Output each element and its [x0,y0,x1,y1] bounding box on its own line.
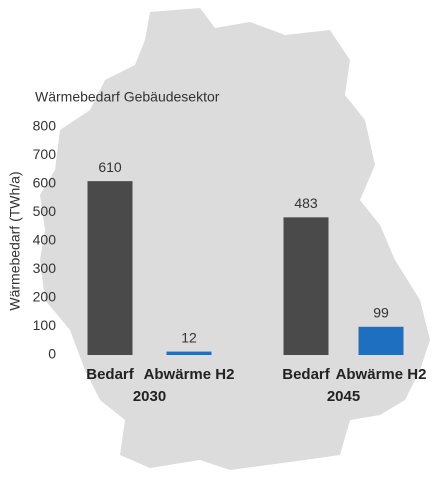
data-label: 610 [98,159,122,175]
y-tick-label: 200 [33,289,57,305]
x-tick-label: Abwärme H2 [336,366,427,383]
y-tick-label: 300 [33,260,57,276]
x-tick-label: Abwärme H2 [144,366,235,383]
data-label: 12 [181,329,197,345]
x-tick-label: Bedarf [86,366,135,383]
bar [358,326,404,355]
data-label: 483 [294,195,318,211]
y-tick-label: 500 [33,203,57,219]
group-label: 2030 [133,388,166,405]
chart-title: Wärmebedarf Gebäudesektor [35,89,220,105]
y-tick-label: 800 [33,118,57,134]
y-tick-label: 700 [33,146,57,162]
y-tick-label: 400 [33,232,57,248]
x-tick-label: Bedarf [282,366,331,383]
y-tick-label: 600 [33,175,57,191]
y-tick-label: 100 [33,317,57,333]
bar [166,351,212,355]
y-axis-label: Wärmebedarf (TWh/a) [7,171,23,310]
data-label: 99 [373,304,389,320]
group-label: 2045 [327,388,360,405]
bar [87,181,133,355]
bar [283,217,329,355]
y-tick-label: 0 [48,346,56,362]
map-background [40,8,430,470]
